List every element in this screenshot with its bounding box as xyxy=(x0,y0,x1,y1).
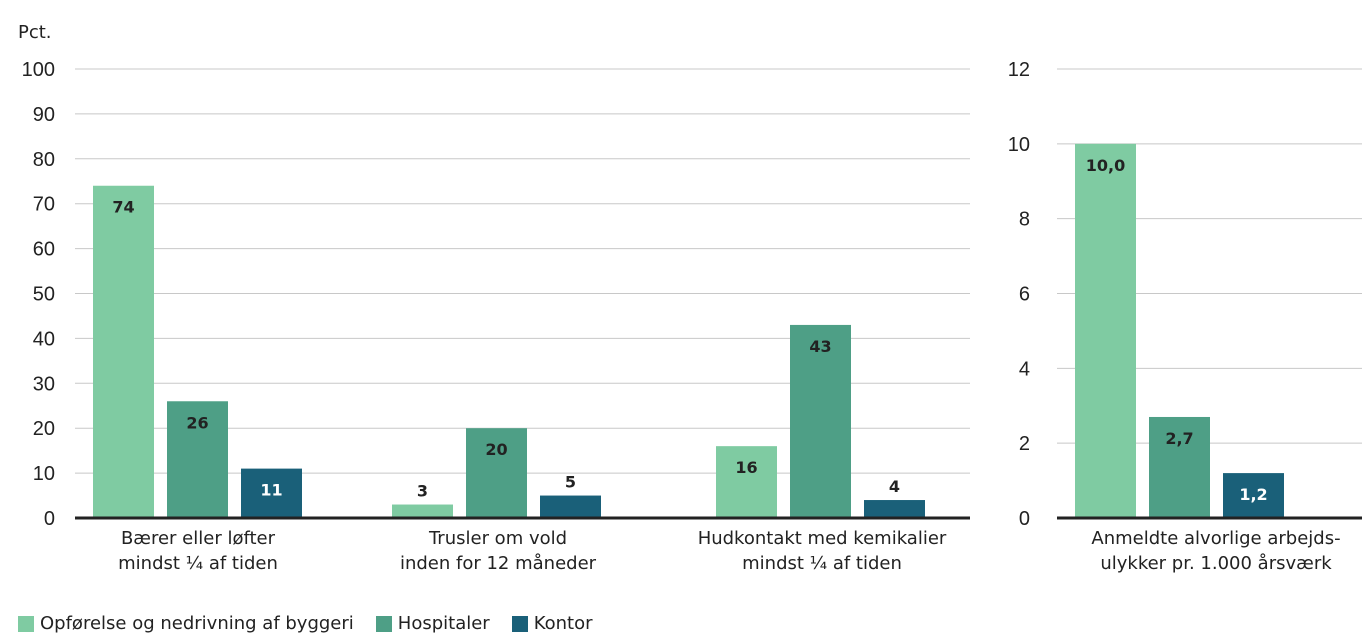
y-tick-label: 50 xyxy=(33,284,55,306)
data-label: 11 xyxy=(260,481,282,500)
legend-label-office: Kontor xyxy=(534,613,593,634)
y-tick-label: 100 xyxy=(22,59,55,81)
bar-1-0-0 xyxy=(1075,144,1136,518)
legend-swatch-construction xyxy=(18,616,34,632)
bar-0-0-1 xyxy=(392,505,453,518)
legend-item-construction: Opførelse og nedrivning af byggeri xyxy=(18,613,354,634)
data-label: 20 xyxy=(485,440,507,459)
category-label: Trusler om vold xyxy=(428,528,567,549)
y-axis-unit-label: Pct. xyxy=(18,22,52,43)
legend-label-construction: Opførelse og nedrivning af byggeri xyxy=(40,613,354,634)
y-tick-label: 12 xyxy=(1008,59,1030,81)
data-label: 3 xyxy=(417,482,428,501)
data-label: 16 xyxy=(735,458,757,477)
legend-swatch-hospitals xyxy=(376,616,392,632)
bar-0-2-2 xyxy=(864,500,925,518)
y-tick-label: 20 xyxy=(33,418,55,440)
y-tick-label: 8 xyxy=(1019,209,1030,231)
category-label: inden for 12 måneder xyxy=(400,553,597,574)
data-label: 2,7 xyxy=(1165,429,1193,448)
data-label: 43 xyxy=(809,337,831,356)
data-label: 1,2 xyxy=(1239,485,1267,504)
y-tick-label: 90 xyxy=(33,104,55,126)
legend-item-hospitals: Hospitaler xyxy=(376,613,490,634)
legend-label-hospitals: Hospitaler xyxy=(398,613,490,634)
data-label: 5 xyxy=(565,473,576,492)
y-tick-label: 0 xyxy=(1019,508,1030,530)
data-label: 4 xyxy=(889,477,900,496)
category-label: Anmeldte alvorlige arbejds- xyxy=(1091,528,1340,549)
category-label: mindst ¼ af tiden xyxy=(742,553,902,574)
legend: Opførelse og nedrivning af byggeri Hospi… xyxy=(18,613,615,634)
y-tick-label: 6 xyxy=(1019,284,1030,306)
bar-0-2-1 xyxy=(540,496,601,518)
y-tick-label: 30 xyxy=(33,373,55,395)
data-label: 74 xyxy=(112,198,134,217)
bar-0-0-2 xyxy=(716,446,777,518)
data-label: 10,0 xyxy=(1086,156,1125,175)
y-tick-label: 10 xyxy=(1008,134,1030,156)
y-tick-label: 70 xyxy=(33,194,55,216)
y-tick-label: 80 xyxy=(33,149,55,171)
category-label: mindst ¼ af tiden xyxy=(118,553,278,574)
category-label: Hudkontakt med kemikalier xyxy=(698,528,947,549)
category-label: ulykker pr. 1.000 årsværk xyxy=(1100,553,1332,574)
y-tick-label: 0 xyxy=(44,508,55,530)
y-tick-label: 40 xyxy=(33,328,55,350)
y-tick-label: 2 xyxy=(1019,433,1030,455)
category-label: Bærer eller løfter xyxy=(121,528,276,549)
data-label: 26 xyxy=(186,413,208,432)
legend-swatch-office xyxy=(512,616,528,632)
y-tick-label: 10 xyxy=(33,463,55,485)
legend-item-office: Kontor xyxy=(512,613,593,634)
bar-0-0-0 xyxy=(93,186,154,518)
y-tick-label: 4 xyxy=(1019,358,1030,380)
y-tick-label: 60 xyxy=(33,239,55,261)
